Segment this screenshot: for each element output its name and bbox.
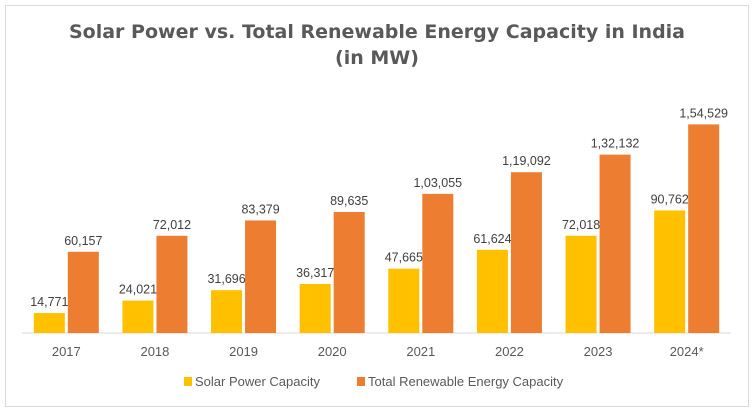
bar-solar-2017: [33, 313, 65, 333]
x-tick-label: 2024*: [670, 344, 704, 359]
data-label-total-2022: 1,19,092: [502, 154, 551, 168]
chart-subtitle: (in MW): [335, 47, 419, 69]
legend-swatch-total: [357, 377, 365, 386]
x-tick-label: 2017: [52, 344, 81, 359]
chart-title: Solar Power vs. Total Renewable Energy C…: [69, 21, 685, 43]
data-label-solar-2019: 31,696: [207, 272, 245, 286]
data-label-total-2017: 60,157: [64, 234, 102, 248]
bar-solar-2023: [565, 235, 597, 333]
data-label-total-2024*: 1,54,529: [679, 106, 728, 120]
x-tick-label: 2020: [318, 344, 347, 359]
legend-label-solar: Solar Power Capacity: [195, 374, 320, 389]
data-label-solar-2022: 61,624: [473, 232, 511, 246]
data-label-solar-2020: 36,317: [296, 266, 334, 280]
bar-total-2024*: [688, 124, 720, 333]
data-label-solar-2018: 24,021: [119, 283, 157, 297]
x-tick-label: 2023: [584, 344, 613, 359]
bar-total-2019: [245, 220, 277, 333]
data-label-solar-2017: 14,771: [30, 295, 68, 309]
bar-total-2023: [599, 154, 631, 333]
bar-total-2020: [333, 211, 365, 333]
data-label-total-2019: 83,379: [241, 202, 279, 216]
bar-solar-2020: [299, 283, 331, 333]
bar-solar-2022: [476, 249, 508, 333]
data-label-total-2018: 72,012: [153, 218, 191, 232]
data-label-solar-2023: 72,018: [562, 218, 600, 232]
x-tick-label: 2021: [406, 344, 435, 359]
legend-label-total: Total Renewable Energy Capacity: [368, 374, 564, 389]
x-tick-label: 2018: [140, 344, 169, 359]
bar-solar-2019: [211, 290, 243, 333]
legend-swatch-solar: [184, 377, 192, 386]
bar-total-2018: [156, 235, 188, 333]
bar-solar-2021: [388, 268, 420, 333]
x-tick-label: 2022: [495, 344, 524, 359]
data-label-solar-2024*: 90,762: [651, 192, 689, 206]
bar-total-2021: [422, 193, 454, 333]
data-label-solar-2021: 47,665: [385, 251, 423, 265]
bar-solar-2018: [122, 300, 154, 333]
data-label-total-2020: 89,635: [330, 194, 368, 208]
legend: Solar Power Capacity Total Renewable Ene…: [184, 374, 564, 389]
bar-total-2017: [67, 251, 99, 333]
data-label-total-2023: 1,32,132: [591, 137, 640, 151]
data-label-total-2021: 1,03,055: [413, 176, 462, 190]
bar-solar-2024*: [654, 210, 686, 333]
bar-total-2022: [510, 172, 542, 333]
x-tick-label: 2019: [229, 344, 258, 359]
